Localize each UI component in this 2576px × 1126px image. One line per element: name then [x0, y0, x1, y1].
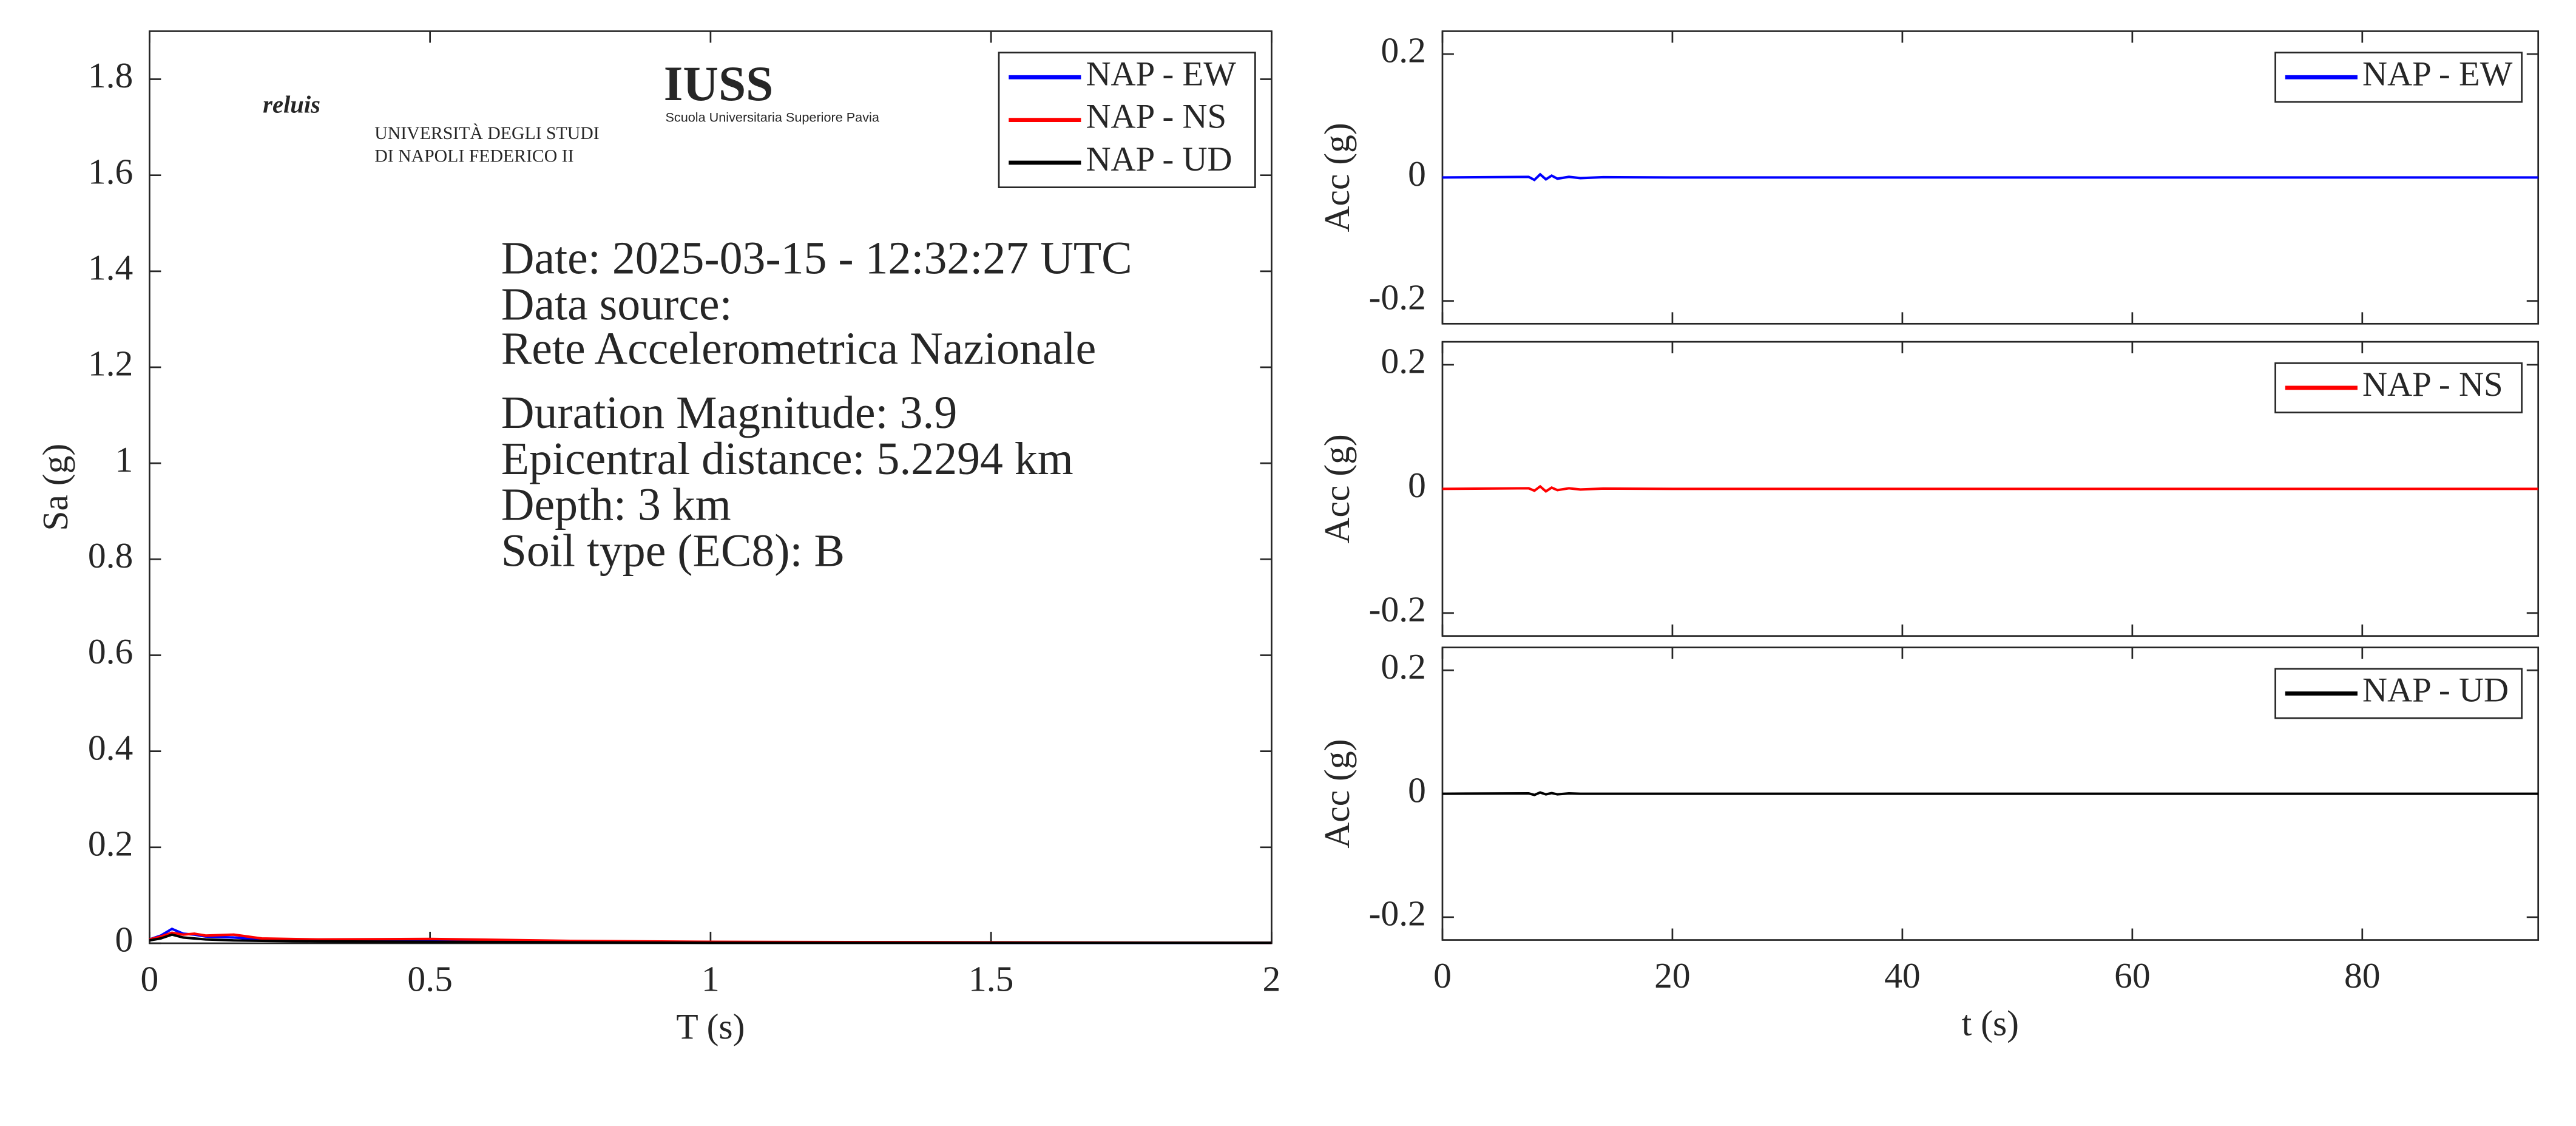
y-tick-label: 1.8 — [88, 55, 133, 95]
x-tick-label: 2 — [1263, 959, 1281, 999]
y-tick-label: 0 — [1408, 154, 1426, 194]
x-tick-label: 0.5 — [407, 959, 452, 999]
y-tick-label: -0.2 — [1369, 589, 1426, 629]
x-tick-label: 1 — [701, 959, 720, 999]
y-axis-label: Acc (g) — [1317, 123, 1357, 232]
x-tick-label: 20 — [1654, 955, 1691, 995]
y-tick-label: 0 — [1408, 770, 1426, 810]
series-line — [1442, 791, 2538, 796]
annotation: Soil type (EC8): B — [501, 525, 845, 576]
annotation: Depth: 3 km — [501, 480, 731, 531]
annotation: Epicentral distance: 5.2294 km — [501, 433, 1073, 484]
annotation: Duration Magnitude: 3.9 — [501, 387, 958, 438]
x-tick-label: 0 — [140, 959, 158, 999]
series-line — [149, 933, 1272, 945]
annotation: Date: 2025-03-15 - 12:32:27 UTC — [501, 233, 1132, 284]
x-tick-label: 60 — [2114, 955, 2151, 995]
annotation: Rete Accelerometrica Nazionale — [501, 323, 1097, 374]
legend-label: NAP - NS — [2362, 365, 2503, 404]
series-line — [1442, 172, 2538, 181]
y-tick-label: 1.6 — [88, 151, 133, 191]
x-tick-label: 0 — [1433, 955, 1452, 995]
y-tick-label: -0.2 — [1369, 894, 1426, 934]
y-tick-label: 1.2 — [88, 344, 133, 384]
y-tick-label: 0.2 — [1381, 341, 1425, 381]
logo-text: IUSS — [664, 56, 774, 111]
x-tick-label: 80 — [2344, 955, 2381, 995]
x-axis-label: t (s) — [1962, 1003, 2019, 1043]
y-tick-label: 0 — [1408, 465, 1426, 505]
y-axis-label: Acc (g) — [1317, 739, 1357, 849]
logo-text: DI NAPOLI FEDERICO II — [374, 146, 573, 166]
logo-text: reluis — [263, 90, 320, 118]
y-tick-label: 0 — [115, 920, 134, 960]
y-tick-label: 0.2 — [88, 823, 133, 863]
y-tick-label: 0.4 — [88, 727, 133, 767]
legend-label: NAP - EW — [2362, 55, 2513, 93]
x-axis-label: T (s) — [676, 1006, 745, 1046]
y-tick-label: 0.8 — [88, 535, 133, 575]
x-tick-label: 40 — [1884, 955, 1921, 995]
y-tick-label: 1 — [115, 439, 134, 480]
y-tick-label: -0.2 — [1369, 277, 1426, 317]
y-axis-label: Acc (g) — [1317, 434, 1357, 543]
logo-text: UNIVERSITÀ DEGLI STUDI — [374, 123, 599, 143]
annotation: Data source: — [501, 279, 732, 330]
legend-label: NAP - NS — [1086, 98, 1227, 136]
series-line — [1442, 484, 2538, 493]
y-tick-label: 0.2 — [1381, 646, 1425, 687]
legend-label: NAP - EW — [1086, 55, 1237, 93]
y-tick-label: 0.2 — [1381, 30, 1425, 70]
y-tick-label: 1.4 — [88, 248, 133, 288]
logo-text: Scuola Universitaria Superiore Pavia — [665, 110, 879, 125]
legend-label: NAP - UD — [1086, 140, 1232, 178]
y-tick-label: 0.6 — [88, 631, 133, 671]
x-tick-label: 1.5 — [969, 959, 1013, 999]
y-axis-label: Sa (g) — [35, 444, 75, 531]
legend-label: NAP - UD — [2362, 671, 2509, 710]
